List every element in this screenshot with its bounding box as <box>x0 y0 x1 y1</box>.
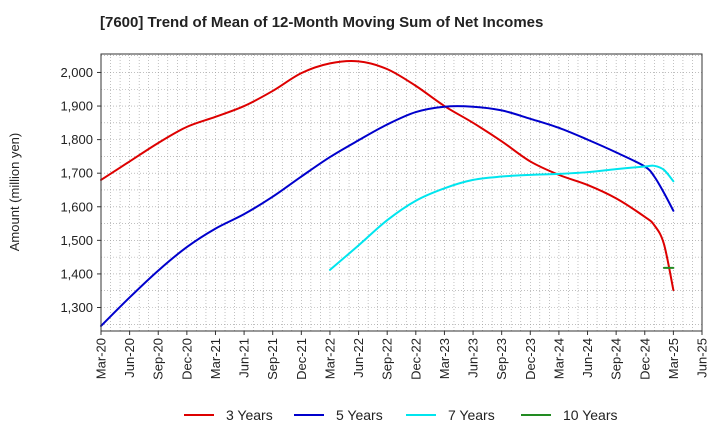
x-tick-label: Mar-21 <box>208 338 223 379</box>
y-axis-title: Amount (million yen) <box>7 133 22 252</box>
legend-item-7-years: 7 Years <box>406 404 495 426</box>
grid-layer <box>101 54 702 331</box>
x-tick-label: Jun-25 <box>695 338 710 378</box>
series-layer <box>100 60 675 327</box>
x-tick-label: Jun-22 <box>351 338 366 378</box>
legend-label-7-years: 7 Years <box>448 407 495 423</box>
chart-title: [7600] Trend of Mean of 12-Month Moving … <box>100 14 544 31</box>
series-line-5-years <box>100 105 675 327</box>
x-tick-label: Mar-20 <box>94 338 109 379</box>
legend-label-3-years: 3 Years <box>226 407 273 423</box>
x-tick-label: Mar-22 <box>322 338 337 379</box>
x-tick-label: Dec-23 <box>523 338 538 380</box>
legend-item-3-years: 3 Years <box>184 404 273 426</box>
plot-frame <box>100 53 703 332</box>
legend-swatch-10-years <box>521 414 551 416</box>
y-tick-label: 1,300 <box>60 300 93 315</box>
x-tick-label: Dec-20 <box>179 338 194 380</box>
x-tick-label: Sep-22 <box>380 338 395 380</box>
x-tick-label: Jun-20 <box>122 338 137 378</box>
legend-swatch-5-years <box>294 414 324 416</box>
legend-swatch-3-years <box>184 414 214 416</box>
legend-swatch-7-years <box>406 414 436 416</box>
legend: 3 Years 5 Years 7 Years 10 Years <box>0 404 720 426</box>
legend-label-10-years: 10 Years <box>563 407 618 423</box>
x-tick-label: Jun-21 <box>237 338 252 378</box>
x-tick-label: Dec-24 <box>637 338 652 380</box>
tick-layer: 1,300 1,400 1,500 1,600 1,700 1,800 1,900 2,000… <box>60 65 709 380</box>
x-tick-label: Mar-25 <box>666 338 681 379</box>
x-tick-label: Jun-23 <box>466 338 481 378</box>
series-line-3-years <box>100 60 675 292</box>
x-tick-label: Dec-22 <box>408 338 423 380</box>
y-tick-label: 1,900 <box>60 99 93 114</box>
y-tick-label: 1,600 <box>60 199 93 214</box>
series-line-7-years <box>328 164 675 271</box>
legend-label-5-years: 5 Years <box>336 407 383 423</box>
x-tick-label: Sep-20 <box>151 338 166 380</box>
x-tick-label: Mar-24 <box>551 338 566 379</box>
y-tick-label: 1,700 <box>60 166 93 181</box>
legend-item-5-years: 5 Years <box>294 404 383 426</box>
y-tick-label: 1,500 <box>60 233 93 248</box>
x-tick-label: Sep-21 <box>265 338 280 380</box>
legend-item-10-years: 10 Years <box>521 404 618 426</box>
y-tick-label: 1,800 <box>60 132 93 147</box>
x-tick-label: Mar-23 <box>437 338 452 379</box>
x-tick-label: Sep-23 <box>494 338 509 380</box>
y-tick-label: 2,000 <box>60 65 93 80</box>
x-tick-label: Dec-21 <box>294 338 309 380</box>
x-tick-label: Jun-24 <box>580 338 595 378</box>
x-tick-label: Sep-24 <box>609 338 624 380</box>
y-tick-label: 1,400 <box>60 266 93 281</box>
